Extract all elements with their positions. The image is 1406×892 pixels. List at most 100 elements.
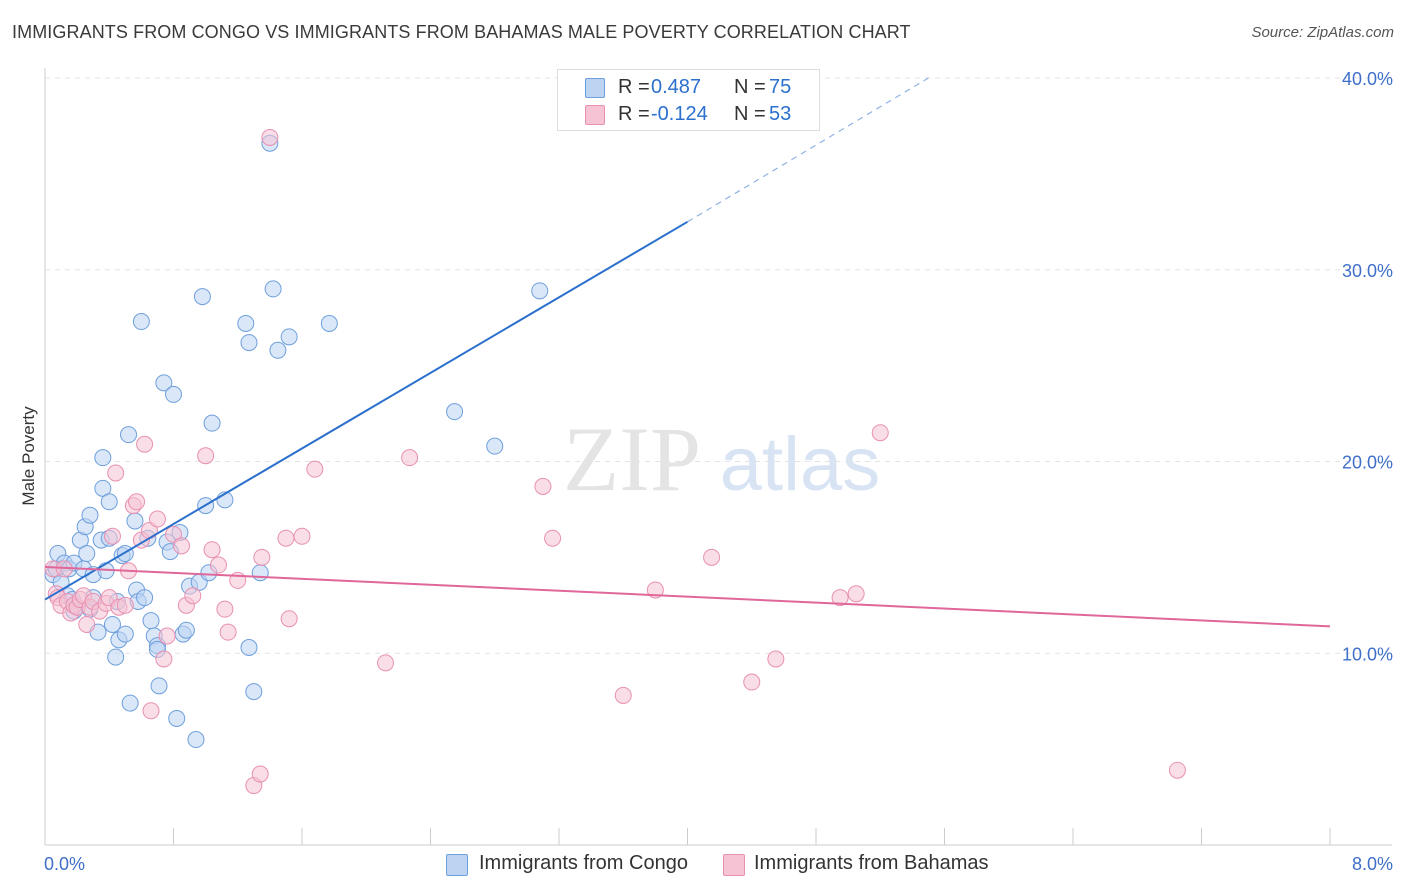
bahamas-point xyxy=(253,548,271,566)
x-tick-label: 0.0% xyxy=(44,854,85,874)
congo-point xyxy=(486,437,504,455)
bahamas-point xyxy=(280,610,298,628)
bahamas-point xyxy=(831,589,849,607)
bahamas-point xyxy=(184,587,202,605)
congo-point xyxy=(94,449,112,467)
y-tick-label: 30.0% xyxy=(1342,261,1393,281)
bahamas-point xyxy=(646,581,664,599)
congo-point xyxy=(320,314,338,332)
trend-layer xyxy=(44,77,1331,628)
congo-point xyxy=(280,328,298,346)
bottom-label-congo: Immigrants from Congo xyxy=(479,852,688,874)
congo-point xyxy=(245,683,263,701)
legend-n-label: N = xyxy=(734,76,766,98)
legend-n-value: 53 xyxy=(769,103,792,125)
congo-point xyxy=(240,334,258,352)
congo-trend-line xyxy=(44,220,689,601)
bahamas-point xyxy=(165,525,182,543)
bahamas-point xyxy=(173,537,191,555)
legend-r-value: -0.124 xyxy=(651,103,708,125)
correlation-legend: R = 0.487 N = 75 R = -0.124 N = 53 xyxy=(557,69,820,131)
congo-point xyxy=(120,426,138,444)
bahamas-point xyxy=(155,650,173,668)
legend-swatch-bahamas xyxy=(585,105,605,125)
bahamas-point xyxy=(1168,761,1186,779)
bahamas-point xyxy=(847,585,865,603)
congo-point xyxy=(116,625,134,643)
congo-point xyxy=(193,288,211,306)
bahamas-point xyxy=(377,654,395,672)
bahamas-point xyxy=(871,424,889,442)
congo-point xyxy=(103,615,121,633)
bahamas-point xyxy=(107,464,125,482)
legend-row-bahamas: R = -0.124 N = 53 xyxy=(558,101,819,129)
congo-point xyxy=(78,545,96,563)
y-tick-label: 20.0% xyxy=(1342,453,1393,473)
bahamas-point xyxy=(544,529,562,547)
legend-n-label: N = xyxy=(734,103,766,125)
bahamas-point xyxy=(534,477,552,495)
congo-point xyxy=(187,731,205,749)
axis-layer xyxy=(44,68,1392,846)
bahamas-point xyxy=(293,527,311,545)
bahamas-trend-line xyxy=(44,565,1331,628)
bahamas-point xyxy=(251,765,269,783)
congo-point xyxy=(132,313,150,331)
label-layer: 10.0% 20.0% 30.0% 40.0% 0.0% 8.0% xyxy=(44,69,1393,874)
bahamas-point xyxy=(219,623,237,641)
bottom-label-bahamas: Immigrants from Bahamas xyxy=(754,852,989,874)
congo-point xyxy=(168,709,186,727)
congo-point xyxy=(121,694,139,712)
bahamas-point xyxy=(128,493,146,511)
congo-point xyxy=(107,648,125,666)
bahamas-point xyxy=(306,460,324,478)
congo-point xyxy=(165,385,182,403)
bahamas-point xyxy=(209,556,227,574)
congo-point xyxy=(203,414,221,432)
legend-n-value: 75 xyxy=(769,76,792,98)
bahamas-point xyxy=(203,541,221,559)
chart-source: Source: ZipAtlas.com xyxy=(1251,24,1394,41)
x-tick-label: 8.0% xyxy=(1352,854,1393,874)
bahamas-point xyxy=(142,702,160,720)
legend-row-congo: R = 0.487 N = 75 xyxy=(558,74,819,102)
congo-point xyxy=(269,341,287,359)
legend-swatch-congo xyxy=(585,78,605,98)
congo-point xyxy=(81,506,99,524)
chart-title: IMMIGRANTS FROM CONGO VS IMMIGRANTS FROM… xyxy=(12,22,911,42)
congo-trend-extension xyxy=(687,77,929,223)
bahamas-point xyxy=(216,600,234,618)
bahamas-point xyxy=(767,650,785,668)
bottom-swatch-congo xyxy=(446,854,468,876)
bahamas-point xyxy=(703,548,721,566)
congo-point xyxy=(142,612,160,630)
bottom-swatch-bahamas xyxy=(723,854,745,876)
bahamas-point xyxy=(401,449,419,467)
congo-point xyxy=(177,621,195,639)
congo-point xyxy=(136,589,154,607)
congo-point xyxy=(264,280,282,298)
bahamas-point xyxy=(197,447,215,465)
congo-point xyxy=(100,493,118,511)
bahamas-point xyxy=(148,510,166,528)
bahamas-point xyxy=(158,627,176,645)
congo-point xyxy=(240,638,258,656)
congo-point xyxy=(237,314,255,332)
grid-layer xyxy=(45,77,1392,654)
points-layer xyxy=(44,128,1186,795)
y-tick-label: 40.0% xyxy=(1342,69,1393,89)
bahamas-point xyxy=(614,686,632,704)
congo-point xyxy=(531,282,549,300)
congo-point xyxy=(155,374,173,392)
congo-point xyxy=(446,403,464,421)
bahamas-point xyxy=(116,596,134,614)
watermark-zip: ZIP xyxy=(563,408,701,510)
watermark-atlas: atlas xyxy=(720,422,881,507)
congo-point xyxy=(150,677,168,695)
legend-r-label: R = xyxy=(618,76,650,98)
y-tick-label: 10.0% xyxy=(1342,644,1393,664)
bahamas-point xyxy=(136,435,154,453)
congo-point xyxy=(126,512,144,530)
bahamas-point xyxy=(78,615,96,633)
